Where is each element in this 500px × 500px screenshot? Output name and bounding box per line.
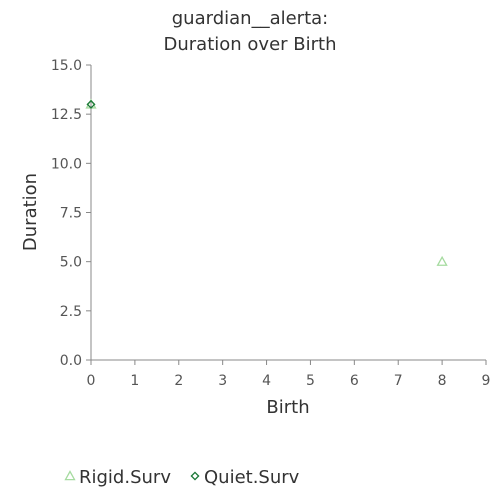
x-tick-label: 3 bbox=[218, 373, 227, 389]
y-tick-label: 12.5 bbox=[51, 107, 82, 123]
legend-item: Rigid.Surv bbox=[64, 467, 171, 488]
x-tick-group: 0 1 2 3 4 5 6 7 8 9 bbox=[87, 360, 491, 389]
y-tick-label: 2.5 bbox=[60, 304, 82, 320]
data-point bbox=[436, 255, 448, 266]
x-tick-label: 4 bbox=[262, 373, 271, 389]
data-points bbox=[85, 98, 448, 266]
y-tick-group: 0.0 2.5 5.0 7.5 10.0 12.5 15.0 bbox=[51, 58, 91, 369]
y-tick-label: 0.0 bbox=[60, 353, 82, 369]
chart-title-line-1: guardian__alerta: bbox=[172, 8, 328, 29]
x-tick-label: 1 bbox=[130, 373, 139, 389]
x-tick-label: 8 bbox=[438, 373, 447, 389]
legend-label: Quiet.Surv bbox=[204, 467, 300, 488]
data-point bbox=[86, 99, 96, 109]
legend-item: Quiet.Surv bbox=[190, 467, 300, 488]
x-tick-label: 9 bbox=[482, 373, 491, 389]
y-axis-title: Duration bbox=[20, 173, 41, 251]
y-tick-label: 15.0 bbox=[51, 58, 82, 74]
legend-label: Rigid.Surv bbox=[79, 467, 171, 488]
chart-title-line-2: Duration over Birth bbox=[164, 34, 337, 55]
y-tick-label: 5.0 bbox=[60, 255, 82, 271]
x-tick-label: 0 bbox=[87, 373, 96, 389]
chart-title: guardian__alerta: Duration over Birth bbox=[164, 8, 337, 55]
y-tick-label: 10.0 bbox=[51, 156, 82, 172]
legend: Rigid.Surv Quiet.Surv bbox=[64, 467, 300, 488]
x-tick-label: 6 bbox=[350, 373, 359, 389]
x-tick-label: 2 bbox=[174, 373, 183, 389]
x-tick-label: 5 bbox=[306, 373, 315, 389]
legend-marker bbox=[64, 470, 76, 481]
x-axis-title: Birth bbox=[266, 397, 309, 418]
legend-marker bbox=[190, 471, 200, 481]
x-tick-label: 7 bbox=[394, 373, 403, 389]
y-tick-label: 7.5 bbox=[60, 206, 82, 222]
